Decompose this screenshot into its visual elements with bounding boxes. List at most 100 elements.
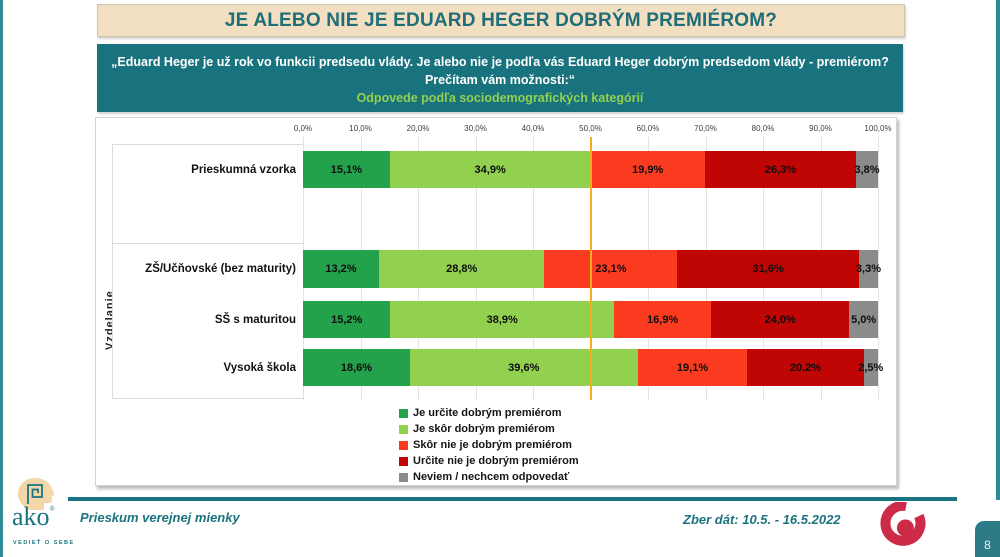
x-gridline [878, 137, 879, 400]
bar-segment-value: 20,2% [789, 361, 822, 374]
bar-segment: 15,2% [303, 301, 391, 338]
question-line-3: Odpovede podľa sociodemografických kateg… [356, 91, 644, 106]
footer-caption: Prieskum verejnej mienky [80, 510, 240, 525]
legend-label: Určite nie je dobrým premiérom [413, 455, 579, 467]
right-edge-strip [996, 0, 1000, 500]
bar-segment-value: 38,9% [486, 313, 518, 326]
bar-segment: 26,3% [704, 151, 857, 188]
slide-title-text: JE ALEBO NIE JE EDUARD HEGER DOBRÝM PREM… [224, 9, 778, 31]
category-label: Vysoká škola [223, 361, 296, 374]
bar-segment-value: 15,1% [330, 163, 363, 176]
bar-segment: 24,0% [711, 301, 850, 338]
bar-segment-value: 23,1% [595, 263, 627, 275]
left-edge-strip [0, 0, 3, 557]
legend-swatch [399, 424, 408, 434]
x-axis-tick-label: 40,0% [521, 124, 545, 133]
slide-title: JE ALEBO NIE JE EDUARD HEGER DOBRÝM PREM… [97, 4, 905, 37]
question-line-2: Prečítam vám možnosti:“ [424, 73, 576, 88]
bar-segment: 3,3% [855, 250, 882, 288]
bar-segment-value: 15,2% [331, 313, 363, 326]
bar-segment-value: 3,8% [854, 163, 880, 176]
bar-row: 15,2% 38,9% 16,9% 24,0% 5,0% [303, 301, 878, 338]
category-label: SŠ s maturitou [214, 313, 296, 326]
bar-segment: 13,2% [303, 250, 379, 288]
bar-segment: 19,9% [590, 151, 705, 188]
bar-segment: 5,0% [849, 301, 878, 338]
bar-segment: 28,8% [378, 250, 545, 288]
category-label: ZŠ/Učňovské (bez maturity) [145, 263, 296, 275]
x-axis-tick-label: 10,0% [349, 124, 372, 133]
category-axis-line [112, 144, 113, 398]
bar-segment: 39,6% [409, 349, 638, 386]
bar-segment-value: 24,0% [764, 313, 796, 326]
bar-segment: 15,1% [303, 151, 390, 188]
legend-swatch [399, 456, 408, 466]
bar-segment: 19,1% [637, 349, 748, 386]
page-number-badge: 8 [975, 521, 1000, 557]
bar-segment: 23,1% [544, 250, 678, 288]
bar-segment-value: 16,9% [647, 313, 679, 326]
legend-label: Je určite dobrým premiérom [413, 407, 562, 419]
bar-segment: 31,6% [677, 250, 859, 288]
bar-segment-value: 28,8% [446, 263, 478, 275]
x-axis-tick-label: 0,0% [293, 124, 313, 133]
bar-segment-value: 13,2% [325, 263, 357, 275]
bar-segment: 3,8% [854, 151, 880, 188]
bar-segment-value: 39,6% [508, 361, 540, 374]
category-divider [112, 144, 303, 145]
page-number: 8 [984, 538, 991, 552]
legend-item: Je skôr dobrým premiérom [399, 421, 579, 437]
legend-label: Je skôr dobrým premiérom [413, 423, 555, 435]
bar-segment-value: 18,6% [340, 361, 373, 374]
bar-segment: 34,9% [389, 151, 591, 188]
x-axis-tick-label: 70,0% [694, 124, 717, 133]
x-axis-tick-label: 50,0% [579, 124, 602, 133]
bar-segment-value: 19,1% [676, 361, 709, 374]
ako-logo-tagline: VEDIEŤ O SEBE [13, 540, 75, 546]
bar-segment: 20,2% [747, 349, 864, 386]
bar-segment-value: 3,3% [855, 263, 882, 275]
category-divider [112, 398, 303, 399]
category-divider [112, 243, 303, 244]
category-label: Prieskumná vzorka [191, 163, 296, 176]
bar-segment-value: 31,6% [752, 263, 784, 275]
footer-divider [68, 497, 957, 501]
legend-item: Skôr nie je dobrým premiérom [399, 437, 579, 453]
x-axis-tick-label: 20,0% [406, 124, 430, 133]
legend-label: Skôr nie je dobrým premiérom [413, 439, 572, 451]
bar-segment: 18,6% [303, 349, 410, 386]
bar-row: 18,6% 39,6% 19,1% 20,2% 2,5% [303, 349, 883, 386]
bar-segment-value: 34,9% [474, 163, 506, 176]
bar-segment-value: 19,9% [632, 163, 664, 176]
ako-logo-wordmark: ako® [12, 502, 55, 531]
stacked-bar-chart: Vzdelanie Je určite dobrým premiérom Je s… [95, 117, 897, 486]
bar-segment: 16,9% [614, 301, 712, 338]
legend-label: Neviem / nechcem odpovedať [413, 471, 570, 483]
ako-head-icon [18, 478, 55, 510]
bar-segment-value: 2,5% [858, 361, 884, 374]
legend-item: Je určite dobrým premiérom [399, 405, 579, 421]
x-axis-tick-label: 80,0% [751, 124, 775, 133]
chart-legend: Je určite dobrým premiérom Je skôr dobrým… [399, 405, 579, 485]
x-axis-tick-label: 90,0% [809, 124, 832, 133]
legend-swatch [399, 472, 408, 482]
legend-swatch [399, 440, 408, 450]
reference-line-50pct [589, 137, 592, 400]
x-axis-tick-label: 100,0% [864, 124, 892, 133]
bar-segment-value: 5,0% [851, 313, 877, 326]
footer-date-range: Zber dát: 10.5. - 16.5.2022 [683, 512, 841, 527]
legend-swatch [399, 408, 408, 418]
legend-item: Neviem / nechcem odpovedať [399, 469, 579, 485]
spiral-logo-icon [880, 502, 926, 546]
bar-segment: 38,9% [390, 301, 615, 338]
bar-segment: 2,5% [858, 349, 883, 386]
bar-row: 13,2% 28,8% 23,1% 31,6% 3,3% [303, 250, 882, 288]
bar-row: 15,1% 34,9% 19,9% 26,3% 3,8% [303, 151, 880, 188]
question-box: „Eduard Heger je už rok vo funkcii preds… [97, 44, 903, 112]
question-line-1: „Eduard Heger je už rok vo funkcii preds… [111, 55, 889, 69]
registered-mark: ® [49, 505, 55, 513]
bar-segment-value: 26,3% [764, 163, 797, 176]
x-axis-tick-label: 30,0% [464, 124, 487, 133]
legend-item: Určite nie je dobrým premiérom [399, 453, 579, 469]
